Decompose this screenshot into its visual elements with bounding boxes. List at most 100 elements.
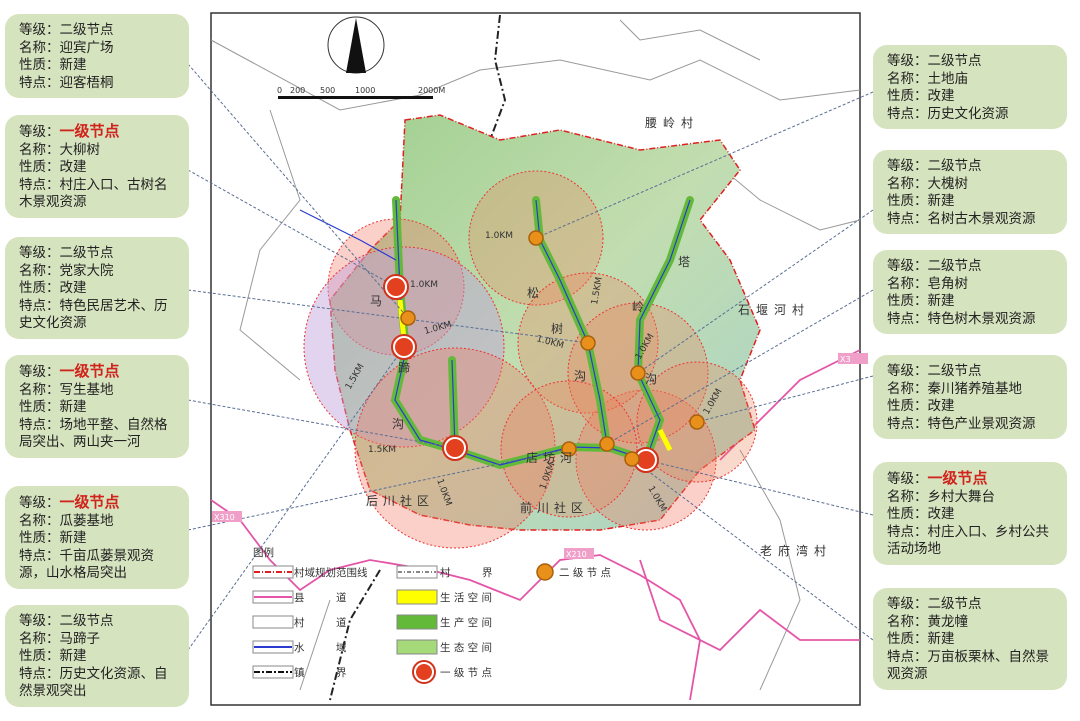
callout-level: 等级：二级节点 bbox=[19, 613, 179, 631]
field-label: 等级： bbox=[19, 124, 60, 140]
field-value: 改建 bbox=[927, 398, 955, 414]
primary-node-core bbox=[637, 451, 655, 469]
field-value: 村庄入口、古树名木景观资源 bbox=[19, 176, 168, 211]
leader-line bbox=[535, 91, 874, 239]
field-value: 历史文化资源 bbox=[927, 105, 1009, 122]
callout-level: 等级：一级节点 bbox=[19, 493, 179, 513]
callout-level: 等级：二级节点 bbox=[887, 363, 1057, 381]
field-label: 名称： bbox=[19, 381, 60, 398]
field-label: 特点： bbox=[887, 210, 928, 227]
field-label: 性质： bbox=[19, 648, 60, 664]
field-value: 新建 bbox=[59, 648, 87, 664]
field-value: 一级节点 bbox=[59, 122, 120, 140]
callout-name: 名称：皂角树 bbox=[887, 276, 1057, 294]
legend-label: 水 域 bbox=[294, 641, 347, 654]
secondary-node-icon[interactable] bbox=[528, 230, 544, 246]
secondary-node-icon[interactable] bbox=[599, 436, 615, 452]
field-label: 等级： bbox=[19, 245, 60, 261]
field-label: 特点： bbox=[19, 665, 60, 682]
distance-label: 1.0KM bbox=[485, 231, 513, 241]
scale-tick: 0 bbox=[277, 86, 282, 95]
field-value: 千亩瓜蒌景观资源，山水格局突出 bbox=[19, 547, 154, 582]
secondary-node-icon[interactable] bbox=[400, 310, 416, 326]
field-value: 新建 bbox=[927, 293, 955, 309]
field-value: 新建 bbox=[927, 631, 955, 647]
callout-nature: 性质：新建 bbox=[887, 293, 1057, 311]
field-value: 改建 bbox=[927, 88, 955, 104]
distance-label: 1.5KM bbox=[590, 276, 605, 305]
callout-feature: 特点：千亩瓜蒌景观资源，山水格局突出 bbox=[19, 548, 179, 583]
leader-line bbox=[645, 459, 874, 516]
leader-line bbox=[696, 375, 874, 423]
road-label: X210 bbox=[566, 550, 587, 559]
node-callout: 等级：一级节点 名称：瓜蒌基地 性质：新建 特点：千亩瓜蒌景观资源，山水格局突出 bbox=[5, 486, 189, 589]
callout-feature: 特点：特色产业景观资源 bbox=[887, 416, 1057, 434]
secondary-node-icon[interactable] bbox=[624, 451, 640, 467]
place-label: 前川社区 bbox=[520, 500, 588, 515]
field-value: 二级节点 bbox=[59, 245, 114, 261]
field-label: 性质： bbox=[887, 193, 928, 209]
legend-label: 生 活 空 间 bbox=[440, 591, 492, 604]
field-label: 等级： bbox=[19, 613, 60, 629]
field-value: 写生基地 bbox=[59, 381, 114, 398]
callout-name: 名称：秦川猪养殖基地 bbox=[887, 381, 1057, 399]
field-label: 名称： bbox=[887, 275, 928, 292]
callout-name: 名称：乡村大舞台 bbox=[887, 489, 1057, 507]
scale-tick: 2000M bbox=[418, 86, 445, 95]
field-value: 一级节点 bbox=[927, 469, 988, 487]
field-value: 秦川猪养殖基地 bbox=[927, 380, 1023, 397]
callout-nature: 性质：改建 bbox=[19, 159, 179, 177]
field-value: 土地庙 bbox=[927, 70, 969, 87]
secondary-node-icon[interactable] bbox=[630, 365, 646, 381]
node-callout: 等级：二级节点 名称：秦川猪养殖基地 性质：改建 特点：特色产业景观资源 bbox=[873, 355, 1067, 439]
field-label: 性质： bbox=[19, 530, 60, 546]
legend-label: 二 级 节 点 bbox=[559, 567, 611, 579]
leader-line bbox=[637, 209, 874, 374]
secondary-node-icon[interactable] bbox=[580, 335, 596, 351]
callout-nature: 性质：改建 bbox=[19, 280, 179, 298]
field-label: 特点： bbox=[887, 648, 928, 665]
leader-line bbox=[187, 346, 405, 651]
field-value: 二级节点 bbox=[927, 53, 982, 69]
callout-nature: 性质：新建 bbox=[887, 631, 1057, 649]
field-value: 二级节点 bbox=[927, 363, 982, 379]
callout-level: 等级：一级节点 bbox=[19, 122, 179, 142]
field-label: 名称： bbox=[19, 141, 60, 158]
node-callout: 等级：二级节点 名称：土地庙 性质：改建 特点：历史文化资源 bbox=[873, 45, 1067, 129]
legend-swatch bbox=[252, 615, 294, 629]
field-value: 乡村大舞台 bbox=[927, 488, 996, 505]
field-label: 名称： bbox=[19, 630, 60, 647]
place-label: 后川社区 bbox=[366, 493, 434, 508]
field-value: 历史文化资源、自然景观突出 bbox=[19, 665, 168, 700]
field-value: 场地平整、自然格局突出、两山夹一河 bbox=[19, 416, 168, 451]
town-boundary bbox=[329, 14, 507, 701]
callout-feature: 特点：村庄入口、古树名木景观资源 bbox=[19, 177, 179, 212]
field-value: 二级节点 bbox=[59, 613, 114, 629]
field-label: 特点： bbox=[19, 416, 60, 433]
field-value: 党家大院 bbox=[59, 262, 114, 279]
field-value: 一级节点 bbox=[59, 362, 120, 380]
field-value: 特色民居艺术、历史文化资源 bbox=[19, 297, 168, 332]
callout-name: 名称：土地庙 bbox=[887, 71, 1057, 89]
callout-level: 等级：二级节点 bbox=[887, 158, 1057, 176]
node-callout: 等级：一级节点 名称：写生基地 性质：新建 特点：场地平整、自然格局突出、两山夹一河 bbox=[5, 355, 189, 458]
road-label: X3 bbox=[840, 355, 851, 364]
field-label: 性质： bbox=[887, 631, 928, 647]
secondary-node-icon[interactable] bbox=[689, 414, 705, 430]
node-callout: 等级：二级节点 名称：大槐树 性质：新建 特点：名树古木景观资源 bbox=[873, 150, 1067, 234]
field-value: 特色树木景观资源 bbox=[927, 310, 1036, 327]
legend-label: 村 道 bbox=[294, 616, 347, 629]
secondary-node-icon[interactable] bbox=[561, 441, 577, 457]
callout-name: 名称：黄龙幢 bbox=[887, 614, 1057, 632]
field-value: 名树古木景观资源 bbox=[927, 210, 1036, 227]
callout-feature: 特点：历史文化资源、自然景观突出 bbox=[19, 666, 179, 701]
leader-line bbox=[187, 399, 456, 449]
field-label: 等级： bbox=[887, 258, 928, 274]
node-callout: 等级：二级节点 名称：黄龙幢 性质：新建 特点：万亩板栗林、自然景观资源 bbox=[873, 588, 1067, 690]
field-label: 等级： bbox=[887, 596, 928, 612]
field-label: 等级： bbox=[887, 471, 928, 487]
leader-line bbox=[187, 63, 409, 319]
scale-tick: 1000 bbox=[355, 86, 375, 95]
